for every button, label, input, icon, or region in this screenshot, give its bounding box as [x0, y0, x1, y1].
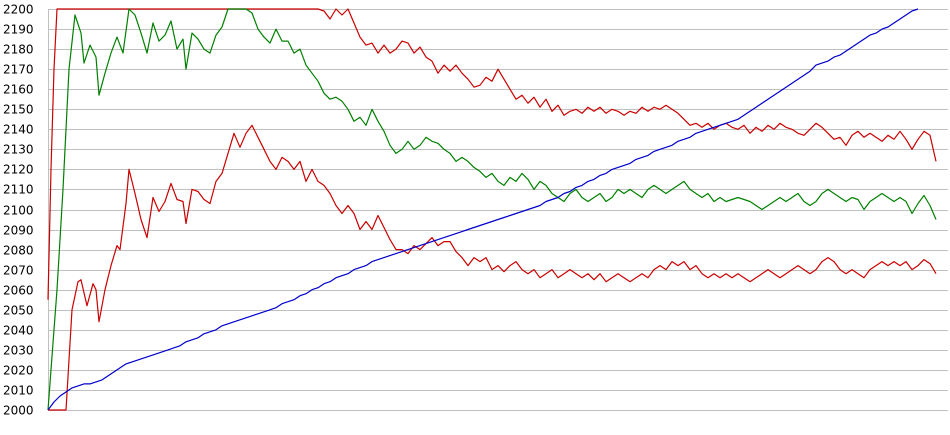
y-tick-label: 2140	[3, 123, 34, 137]
y-tick-label: 2190	[3, 23, 34, 37]
y-tick-label: 2020	[3, 364, 34, 378]
y-tick-label: 2200	[3, 3, 34, 17]
y-axis-tick-labels: 2000 2010 2020 2030 2040 2050 2060 2070 2080 2090…	[3, 3, 34, 418]
y-tick-label: 2090	[3, 224, 34, 238]
y-tick-label: 2040	[3, 324, 34, 338]
y-tick-label: 2130	[3, 143, 34, 157]
y-tick-label: 2080	[3, 244, 34, 258]
y-tick-label: 2070	[3, 264, 34, 278]
y-tick-label: 2060	[3, 284, 34, 298]
y-tick-label: 2000	[3, 404, 34, 418]
series-lines	[47, 8, 937, 411]
y-tick-label: 2030	[3, 344, 34, 358]
y-tick-label: 2050	[3, 304, 34, 318]
y-tick-label: 2180	[3, 43, 34, 57]
y-tick-label: 2100	[3, 204, 34, 218]
y-tick-label: 2120	[3, 163, 34, 177]
y-tick-label: 2010	[3, 384, 34, 398]
series-line-4	[47, 8, 919, 411]
y-tick-label: 2170	[3, 63, 34, 77]
y-tick-label: 2110	[3, 183, 34, 197]
y-tick-label: 2150	[3, 103, 34, 117]
series-line-2	[47, 8, 937, 411]
series-line-3	[48, 124, 937, 411]
series-line-1	[47, 8, 937, 300]
y-tick-label: 2160	[3, 83, 34, 97]
